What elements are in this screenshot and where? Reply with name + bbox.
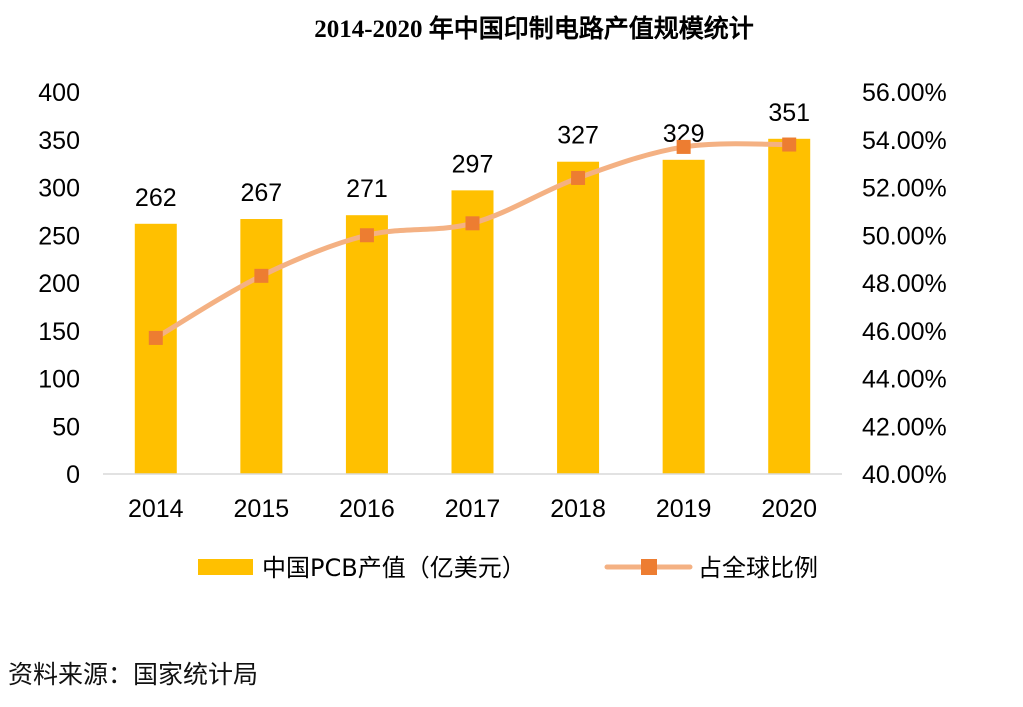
- bar: [134, 223, 177, 474]
- y-right-tick-label: 56.00%: [862, 79, 947, 107]
- bar-value-label: 262: [135, 184, 177, 212]
- bar: [557, 161, 600, 474]
- bar: [662, 159, 705, 474]
- y-left-tick-label: 400: [38, 79, 80, 107]
- legend-swatch-marker: [641, 559, 657, 575]
- share-marker: [148, 330, 163, 345]
- share-marker: [254, 268, 269, 283]
- y-left-tick-label: 350: [38, 127, 80, 155]
- y-right-tick-label: 48.00%: [862, 270, 947, 298]
- bar-value-label: 271: [346, 175, 388, 203]
- bar-value-label: 297: [452, 150, 494, 178]
- x-tick-label: 2019: [656, 495, 712, 523]
- plot-area: 0 50 100 150 200 250 300 350 400 40.00% 42.00% 44.0…: [38, 79, 947, 523]
- x-tick-label: 2014: [128, 495, 184, 523]
- x-tick-label: 2016: [339, 495, 395, 523]
- y-left-tick-label: 150: [38, 318, 80, 346]
- source-note: 资料来源：国家统计局: [8, 660, 259, 689]
- y-left-tick-label: 250: [38, 222, 80, 250]
- y-right-tick-label: 44.00%: [862, 366, 947, 394]
- x-tick-label: 2017: [445, 495, 501, 523]
- legend-label-line: 占全球比例: [698, 554, 818, 582]
- y-left-tick-label: 100: [38, 366, 80, 394]
- y-right-tick-label: 40.00%: [862, 461, 947, 489]
- bar-value-label: 327: [557, 122, 599, 150]
- x-tick-label: 2018: [550, 495, 606, 523]
- share-marker: [465, 216, 480, 231]
- legend-swatch-bar: [198, 559, 253, 575]
- bar-value-label: 351: [768, 99, 810, 127]
- y-left-tick-label: 50: [52, 413, 80, 441]
- bar: [768, 138, 811, 475]
- bar: [240, 219, 283, 474]
- share-marker: [359, 228, 374, 243]
- y-right-tick-label: 52.00%: [862, 175, 947, 203]
- y-left-tick-label: 200: [38, 270, 80, 298]
- legend: 中国PCB产值（亿美元） 占全球比例: [198, 554, 818, 582]
- y-right-tick-label: 54.00%: [862, 127, 947, 155]
- share-marker: [782, 137, 797, 152]
- x-tick-label: 2015: [234, 495, 290, 523]
- bar-value-label: 267: [240, 179, 282, 207]
- share-marker: [676, 139, 691, 154]
- y-left-tick-label: 300: [38, 175, 80, 203]
- chart-title: 2014-2020 年中国印制电路产值规模统计: [314, 14, 754, 43]
- legend-label-bar: 中国PCB产值（亿美元）: [262, 554, 526, 582]
- y-right-tick-label: 42.00%: [862, 413, 947, 441]
- y-right-tick-label: 50.00%: [862, 222, 947, 250]
- y-right-tick-label: 46.00%: [862, 318, 947, 346]
- x-tick-label: 2020: [761, 495, 817, 523]
- share-marker: [571, 170, 586, 185]
- bar: [451, 190, 494, 475]
- bar: [345, 215, 388, 474]
- y-left-tick-label: 0: [66, 461, 80, 489]
